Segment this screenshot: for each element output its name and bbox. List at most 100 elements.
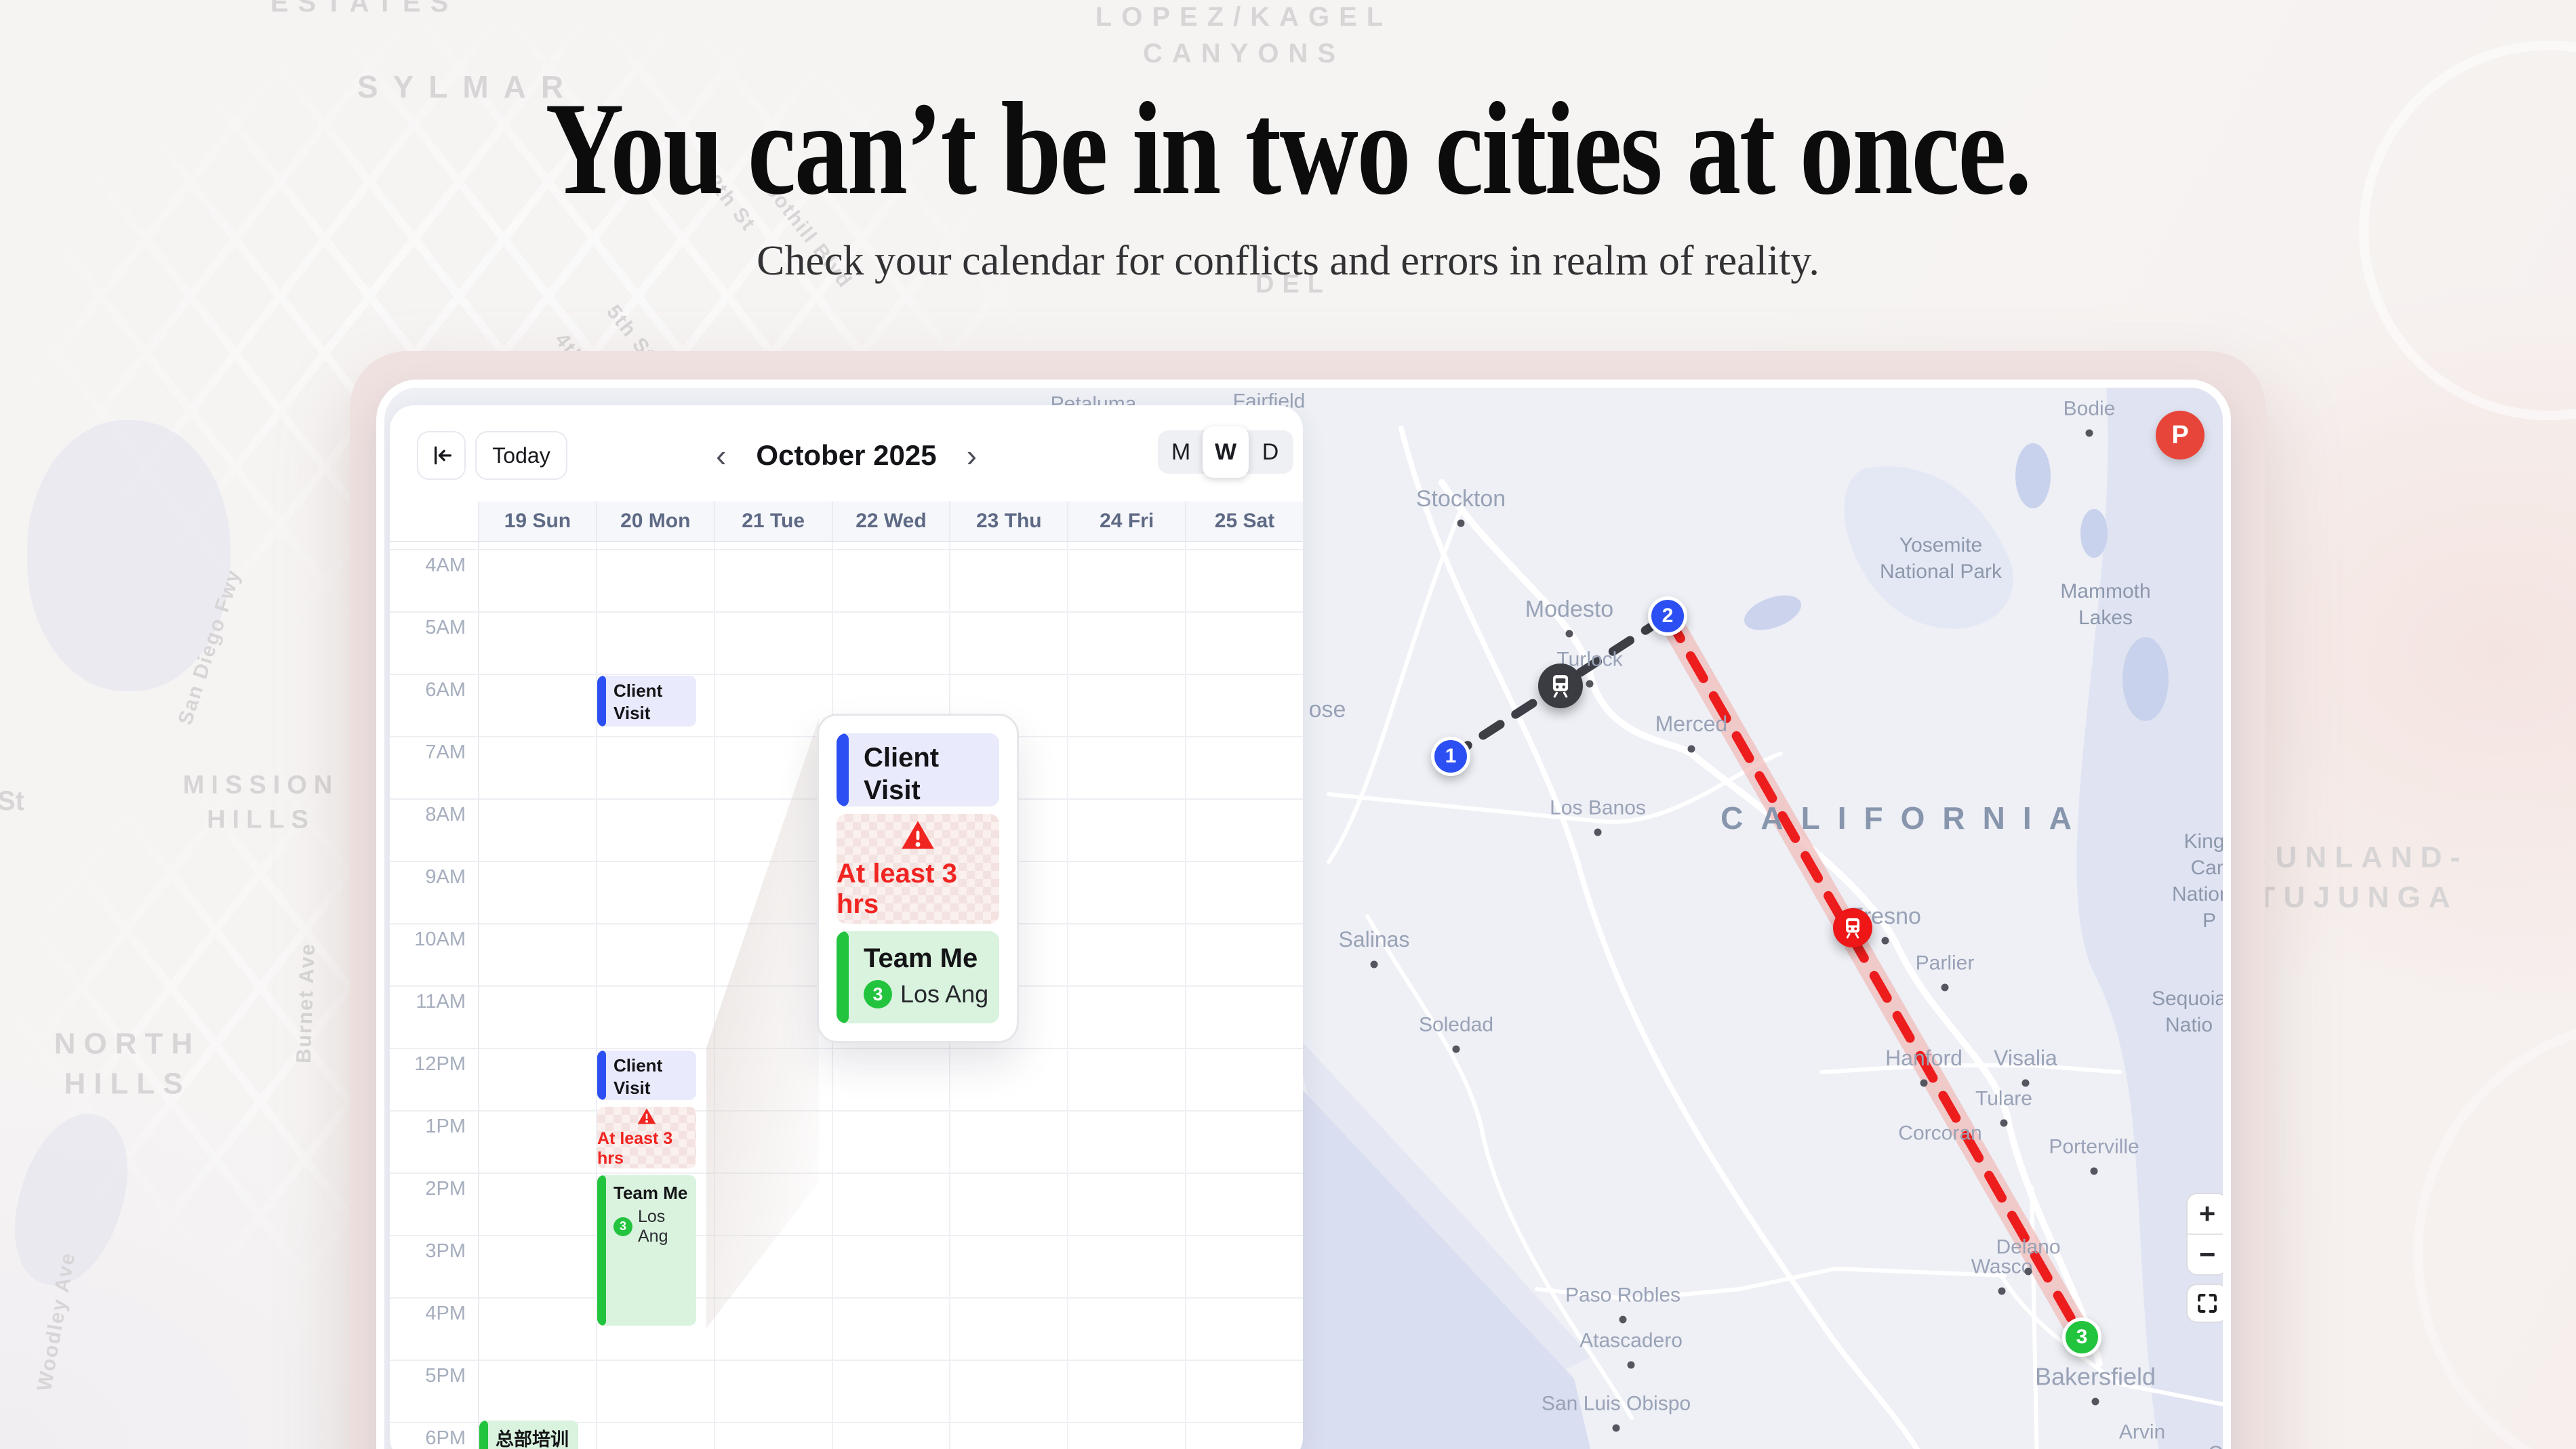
background-map-label: ESTATES bbox=[270, 0, 458, 18]
route-marker-2[interactable]: 2 bbox=[1648, 596, 1687, 636]
warning-triangle-icon bbox=[637, 1108, 656, 1124]
jump-to-start-button[interactable] bbox=[417, 431, 466, 480]
time-label: 9AM bbox=[425, 866, 466, 888]
background-map-label: NORTH HILLS bbox=[54, 1027, 201, 1101]
route-marker-3[interactable]: 3 bbox=[2062, 1318, 2101, 1357]
event-team-meeting[interactable]: Team Me 3 Los Ang bbox=[597, 1175, 696, 1326]
time-label: 1PM bbox=[425, 1116, 466, 1137]
event-color-bar bbox=[597, 1050, 606, 1100]
background-road-curve bbox=[2413, 1017, 2576, 1449]
fullscreen-button[interactable] bbox=[2186, 1284, 2223, 1323]
time-label: 7AM bbox=[425, 741, 466, 763]
map-city-dot bbox=[1594, 828, 1602, 836]
event-location: Los Ang bbox=[900, 980, 989, 1008]
hour-gridline bbox=[390, 1297, 1303, 1299]
event-zoom-popup: Client Visit 2Sacrame At least 3 hrs Tea… bbox=[817, 714, 1019, 1043]
prev-month-button[interactable]: ‹ bbox=[716, 438, 727, 473]
time-label: 10AM bbox=[414, 928, 466, 950]
event-client-visit-12pm[interactable]: Client Visit 2Sacrame bbox=[597, 1050, 696, 1100]
page-subtitle: Check your calendar for conflicts and er… bbox=[757, 237, 1819, 284]
background-terrain-blob bbox=[27, 420, 230, 691]
hour-gridline bbox=[390, 549, 1303, 550]
stop-number-badge: 3 bbox=[613, 1217, 632, 1236]
hour-gridline bbox=[390, 1048, 1303, 1049]
map-city-dot bbox=[1452, 1045, 1460, 1053]
day-header-row: 19 Sun 20 Mon 21 Tue 22 Wed 23 Thu 24 Fri 25 S… bbox=[390, 502, 1303, 542]
app-window: CALIFORNIA Petaluma Fairfield ose Stockton M… bbox=[376, 380, 2231, 1449]
popup-conflict-warning[interactable]: At least 3 hrs bbox=[837, 814, 999, 924]
hour-gridline bbox=[390, 1235, 1303, 1236]
event-color-bar bbox=[597, 676, 606, 727]
map-city-dot bbox=[2024, 1267, 2032, 1275]
zoom-out-button[interactable]: − bbox=[2198, 1238, 2216, 1270]
map-city-dot bbox=[1370, 960, 1378, 968]
time-label: 4PM bbox=[425, 1303, 466, 1324]
view-week-button[interactable]: W bbox=[1203, 426, 1249, 478]
event-color-bar bbox=[597, 1175, 606, 1326]
train-icon-dark bbox=[1538, 664, 1583, 708]
hour-gridline bbox=[390, 1360, 1303, 1361]
map-city-dot bbox=[2091, 1397, 2099, 1406]
time-label: 8AM bbox=[425, 804, 466, 825]
route-marker-1[interactable]: 1 bbox=[1431, 737, 1470, 776]
time-label: 6PM bbox=[425, 1427, 466, 1449]
event-title: Team Me bbox=[864, 943, 978, 973]
event-title: Client Visit bbox=[613, 1055, 663, 1098]
day-header-cell: 20 Mon bbox=[595, 502, 714, 541]
conflict-warning-text: At least 3 hrs bbox=[597, 1129, 673, 1168]
divider bbox=[2188, 1233, 2223, 1235]
hour-gridline bbox=[390, 674, 1303, 675]
day-header-cell: 24 Fri bbox=[1067, 502, 1186, 541]
avatar[interactable]: P bbox=[2156, 411, 2205, 460]
route-red-dashed bbox=[1663, 611, 2087, 1342]
warning-triangle-icon bbox=[902, 821, 934, 849]
map-city-dot bbox=[1998, 1287, 2006, 1295]
hour-gridline bbox=[390, 1172, 1303, 1174]
time-label: 4AM bbox=[425, 554, 466, 576]
map-city-dot bbox=[1619, 1315, 1627, 1324]
day-header-cell: 21 Tue bbox=[713, 502, 832, 541]
day-header-cell: 25 Sat bbox=[1185, 502, 1303, 541]
event-client-visit-6am[interactable]: Client Visit 1Sa Franc bbox=[597, 676, 696, 727]
time-label: 2PM bbox=[425, 1178, 466, 1200]
event-title: 总部培训 bbox=[496, 1429, 569, 1449]
day-header-cell: 22 Wed bbox=[831, 502, 950, 541]
event-title: Team Me bbox=[613, 1183, 688, 1203]
map-city-dot bbox=[1586, 680, 1594, 688]
stop-number-badge: 3 bbox=[864, 980, 892, 1008]
calendar-titlebar: ‹ October 2025 › bbox=[661, 431, 1032, 480]
map-terrain-roads bbox=[1286, 388, 2223, 1449]
event-title: Client Visit bbox=[613, 680, 663, 723]
map-city-dot bbox=[1920, 1079, 1928, 1087]
time-label: 12PM bbox=[414, 1053, 466, 1075]
view-day-button[interactable]: D bbox=[1262, 438, 1279, 465]
map-city-dot bbox=[2021, 1079, 2030, 1087]
event-hq-training[interactable]: 总部培训 bbox=[479, 1421, 578, 1449]
background-terrain-blob bbox=[0, 1100, 147, 1299]
day-column-divider bbox=[478, 542, 479, 1449]
map-city-dot bbox=[1687, 745, 1695, 753]
time-label: 5AM bbox=[425, 617, 466, 638]
hour-gridline bbox=[390, 1422, 1303, 1423]
event-title: Client Visit bbox=[864, 743, 940, 805]
hour-gridline bbox=[390, 1110, 1303, 1111]
background-map-label: SUNLAND- TUJUNGA bbox=[2247, 840, 2468, 914]
today-button[interactable]: Today bbox=[475, 431, 567, 480]
time-gutter-header bbox=[390, 502, 478, 541]
popup-event-team-meeting[interactable]: Team Me 3 Los Ang bbox=[837, 931, 999, 1023]
conflict-warning-block[interactable]: At least 3 hrs bbox=[597, 1107, 696, 1168]
event-color-bar bbox=[837, 733, 849, 807]
map-city-dot bbox=[2090, 1167, 2098, 1175]
background-map-label: Woodley Ave bbox=[33, 1250, 80, 1393]
event-color-bar bbox=[479, 1421, 488, 1449]
map-state-label: CALIFORNIA bbox=[1720, 800, 2089, 836]
background-map-label: St bbox=[0, 786, 24, 816]
page-title: You can’t be in two cities at once. bbox=[545, 75, 2032, 222]
popup-event-client-visit[interactable]: Client Visit 2Sacrame bbox=[837, 733, 999, 807]
map-city-dot bbox=[1457, 519, 1465, 527]
zoom-in-button[interactable]: + bbox=[2198, 1198, 2216, 1229]
view-month-button[interactable]: M bbox=[1171, 438, 1191, 465]
next-month-button[interactable]: › bbox=[966, 438, 977, 473]
map-city-dot bbox=[2000, 1119, 2008, 1127]
day-column-divider bbox=[713, 542, 715, 1449]
